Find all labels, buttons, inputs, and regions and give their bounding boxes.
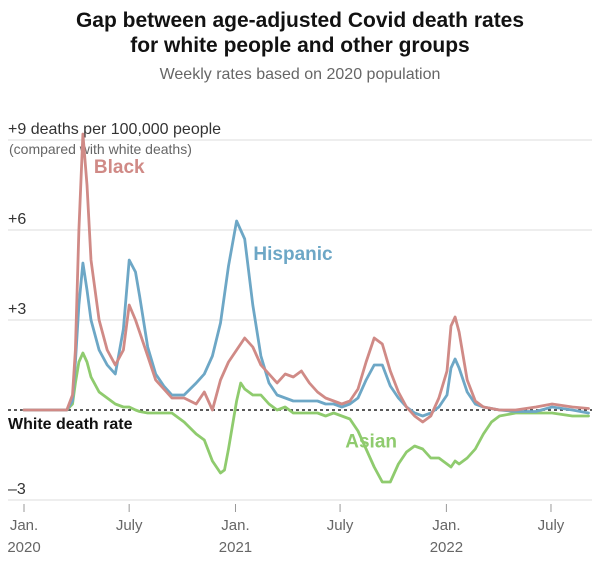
- x-tick-label: Jan.: [10, 517, 38, 534]
- series-labels: Black Hispanic Asian: [94, 157, 397, 453]
- y-tick-label: +9 deaths per 100,000 people: [8, 121, 221, 138]
- series-label-black: Black: [94, 157, 145, 178]
- baseline-label: White death rate: [8, 416, 133, 433]
- chart-title-line-1: Gap between age-adjusted Covid death rat…: [75, 9, 525, 32]
- series-label-asian: Asian: [345, 432, 397, 453]
- series-line-hispanic: [22, 219, 590, 418]
- y-axis-ticks: +9 deaths per 100,000 people +6 +3 –3 (compa…: [8, 121, 221, 498]
- chart-title: Gap between age-adjusted Covid death rat…: [0, 8, 600, 58]
- series-label-hispanic: Hispanic: [253, 244, 333, 265]
- x-tick-label: July: [116, 517, 143, 534]
- series-line-black: [22, 132, 590, 424]
- x-tick-label: July: [538, 517, 565, 534]
- x-tick-year: 2020: [7, 539, 40, 556]
- x-tick-label: Jan.: [221, 517, 249, 534]
- series-lines: [22, 132, 590, 484]
- x-tick-year: 2022: [430, 539, 463, 556]
- x-tick-label: Jan.: [432, 517, 460, 534]
- y-tick-label: +6: [8, 211, 26, 228]
- y-axis-note: (compared with white deaths): [9, 141, 192, 157]
- chart-subtitle: Weekly rates based on 2020 population: [159, 66, 441, 83]
- series-line-asian: [22, 351, 590, 484]
- y-tick-label: –3: [8, 481, 26, 498]
- y-tick-label: +3: [8, 301, 26, 318]
- x-tick-year: 2021: [219, 539, 252, 556]
- x-tick-label: July: [327, 517, 354, 534]
- x-axis-ticks: Jan. 2020 July Jan. 2021 July Jan. 2022 July: [7, 504, 565, 556]
- grid-lines: [8, 139, 592, 501]
- chart-title-line-2: for white people and other groups: [130, 34, 470, 57]
